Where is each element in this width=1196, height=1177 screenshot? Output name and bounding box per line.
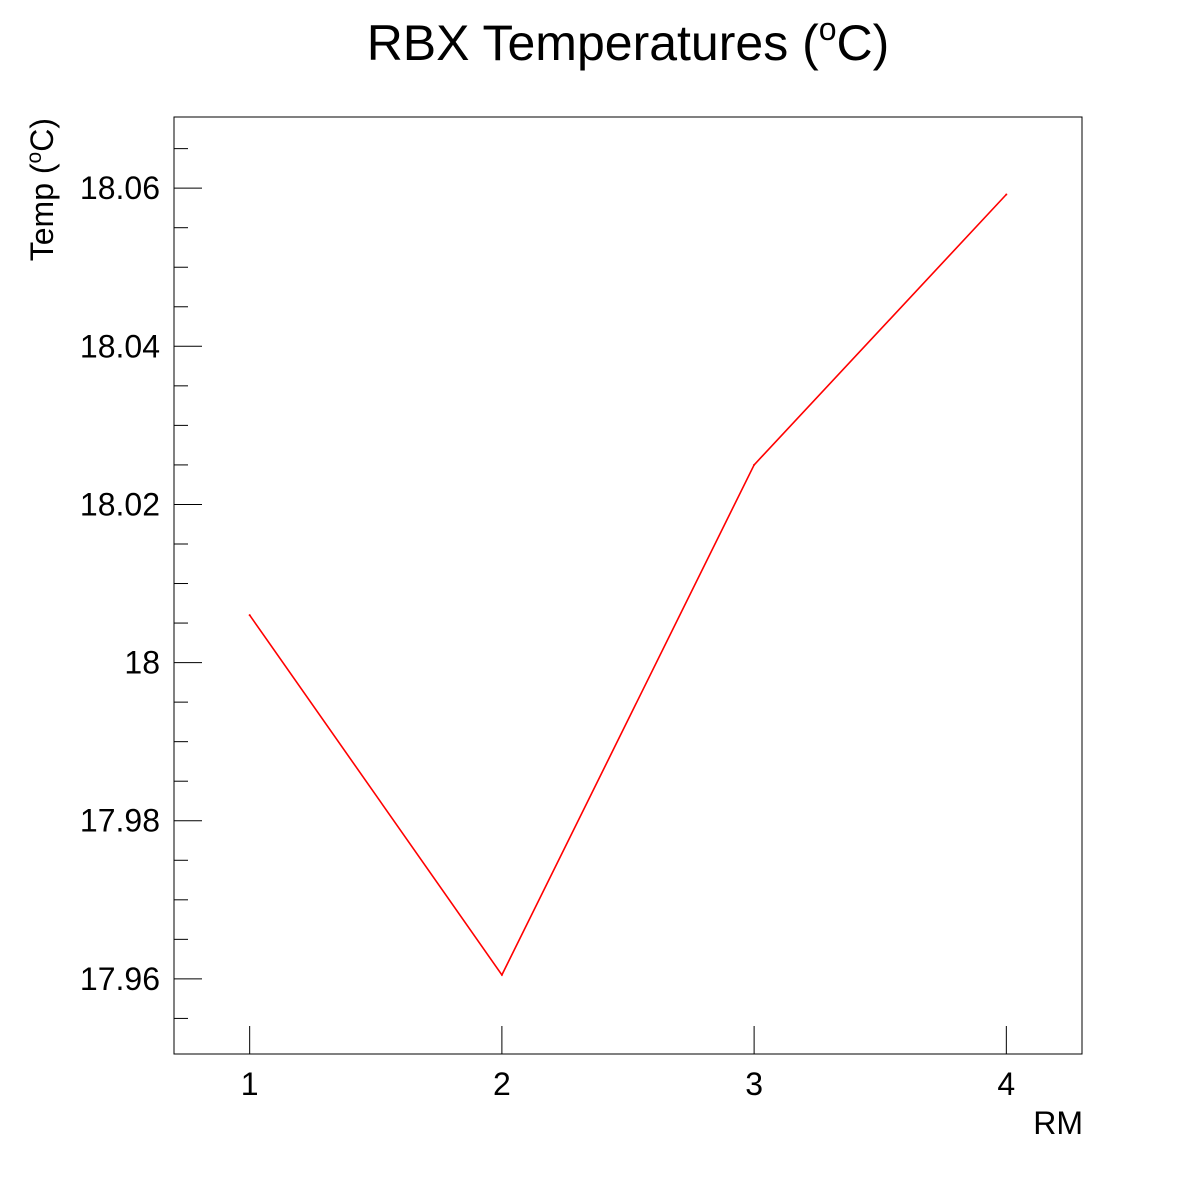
plot-frame [173, 116, 1083, 1055]
chart-title-tail: C) [837, 15, 890, 71]
x-tick-label: 4 [997, 1066, 1015, 1102]
x-tick-label: 3 [745, 1066, 763, 1102]
y-axis-label-tail: C) [24, 118, 60, 152]
x-tick-label: 1 [241, 1066, 259, 1102]
series-points [248, 193, 1008, 976]
y-tick-label: 18.04 [80, 328, 160, 364]
y-axis-label-sup: o [23, 152, 46, 164]
chart-title-main: RBX Temperatures ( [367, 15, 819, 71]
data-point [753, 463, 756, 466]
data-point [1005, 193, 1008, 196]
y-tick-label: 18.06 [80, 170, 160, 206]
y-tick-label: 18 [124, 645, 160, 681]
y-axis-label: Temp (oC) [23, 118, 60, 261]
data-point [248, 614, 251, 617]
y-tick-label: 17.98 [80, 803, 160, 839]
x-axis-label: RM [1033, 1105, 1083, 1141]
data-point [500, 973, 503, 976]
y-axis-label-main: Temp ( [24, 163, 60, 261]
chart-title: RBX Temperatures (oC) [367, 11, 890, 71]
x-tick-label: 2 [493, 1066, 511, 1102]
y-tick-label: 18.02 [80, 486, 160, 522]
chart-title-sup: o [819, 11, 837, 47]
y-tick-label: 17.96 [80, 961, 160, 997]
y-axis: 17.96 17.98 18 18.02 18.04 18.06 [80, 148, 202, 1019]
series-line [249, 193, 1007, 977]
x-axis: 1 2 3 4 [241, 1026, 1015, 1102]
